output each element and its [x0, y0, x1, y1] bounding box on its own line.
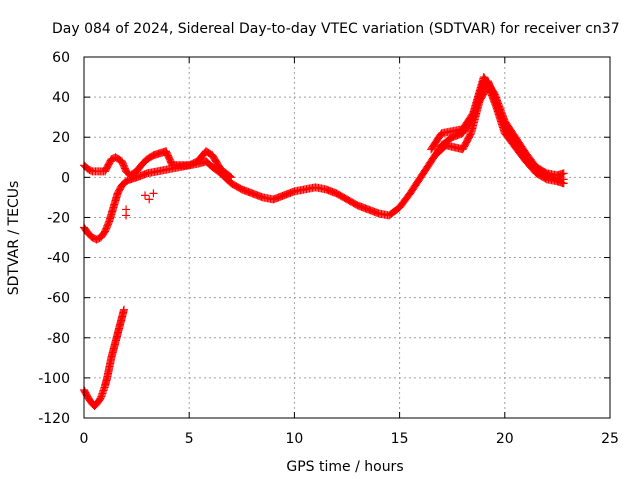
x-tick-labels: 0 5 10 15 20 25 — [80, 431, 619, 447]
y-tick-label: -80 — [47, 331, 70, 347]
x-axis-label: GPS time / hours — [286, 459, 403, 475]
data-point — [141, 191, 150, 200]
y-tick-label: -20 — [47, 210, 70, 226]
y-tick-labels: -120 -100 -80 -60 -40 -20 0 20 40 60 — [38, 50, 70, 427]
y-tick-label: 0 — [61, 170, 70, 186]
axis-ticks — [83, 56, 611, 419]
plot-frame — [83, 56, 611, 419]
data-point — [227, 173, 236, 182]
y-tick-label: -120 — [38, 411, 70, 427]
y-tick-label: -100 — [38, 371, 70, 387]
y-axis-label: SDTVAR / TECUs — [6, 181, 22, 296]
grid-lines — [84, 57, 610, 418]
chart-title: Day 084 of 2024, Sidereal Day-to-day VTE… — [52, 21, 620, 37]
x-tick-label: 15 — [391, 431, 409, 447]
data-point — [226, 172, 235, 181]
data-point — [145, 195, 154, 204]
y-tick-label: -40 — [47, 251, 70, 267]
y-tick-label: 20 — [52, 130, 70, 146]
data-point — [119, 305, 128, 314]
x-tick-label: 0 — [80, 431, 89, 447]
data-point — [559, 169, 568, 178]
x-tick-label: 20 — [496, 431, 514, 447]
data-points — [80, 73, 568, 410]
data-point — [167, 159, 176, 168]
data-point — [122, 211, 131, 220]
y-tick-label: 40 — [52, 90, 70, 106]
data-point — [559, 179, 568, 188]
y-tick-label: 60 — [52, 50, 70, 66]
data-point — [149, 189, 158, 198]
x-tick-label: 25 — [601, 431, 619, 447]
y-tick-label: -60 — [47, 291, 70, 307]
x-tick-label: 10 — [285, 431, 303, 447]
x-tick-label: 5 — [185, 431, 194, 447]
